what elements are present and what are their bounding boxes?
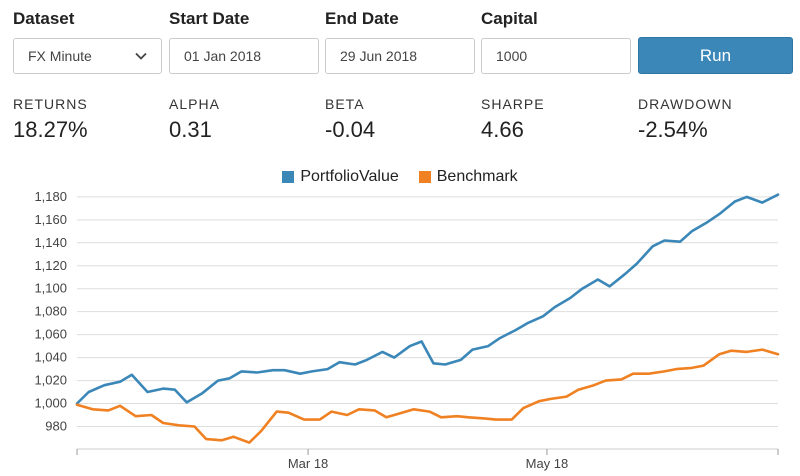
y-tick-label: 1,040: [34, 350, 67, 365]
beta-label: BETA: [325, 96, 365, 112]
y-tick-label: 1,120: [34, 258, 67, 273]
start-date-value: 01 Jan 2018: [184, 48, 262, 64]
y-tick-label: 980: [45, 418, 67, 433]
start-date-input[interactable]: 01 Jan 2018: [169, 38, 319, 74]
capital-label: Capital: [481, 9, 538, 28]
returns-label: RETURNS: [13, 96, 88, 112]
end-date-label: End Date: [325, 9, 399, 28]
returns-value: 18.27%: [13, 117, 88, 142]
y-tick-label: 1,160: [34, 212, 67, 227]
start-date-label: Start Date: [169, 9, 250, 28]
end-date-value: 29 Jun 2018: [340, 48, 418, 64]
end-date-input[interactable]: 29 Jun 2018: [325, 38, 475, 74]
sharpe-value: 4.66: [481, 117, 524, 142]
x-tick-label: May 18: [526, 456, 569, 471]
run-button[interactable]: Run: [638, 37, 793, 74]
capital-value: 1000: [496, 48, 528, 64]
portfolio-value-line: [75, 193, 780, 405]
legend-item-portfolio[interactable]: PortfolioValue: [282, 168, 399, 186]
legend-label-portfolio: PortfolioValue: [300, 168, 399, 185]
x-tick-label: Mar 18: [288, 456, 328, 471]
portfolio-swatch: [282, 171, 295, 183]
benchmark-swatch: [418, 171, 431, 183]
dataset-select-value: FX Minute: [28, 48, 92, 64]
y-tick-label: 1,060: [34, 327, 67, 342]
sharpe-label: SHARPE: [481, 96, 545, 112]
y-tick-label: 1,080: [34, 304, 67, 319]
alpha-label: ALPHA: [169, 96, 220, 112]
beta-value: -0.04: [325, 117, 376, 142]
performance-chart: 980 1,000 1,020 1,040 1,060 1,080 1,100 1,120 1,…: [34, 190, 780, 471]
dataset-label: Dataset: [13, 9, 75, 28]
capital-input[interactable]: 1000: [481, 38, 631, 74]
drawdown-label: DRAWDOWN: [638, 96, 733, 112]
y-tick-label: 1,180: [34, 190, 67, 204]
benchmark-line: [75, 348, 780, 444]
dataset-select[interactable]: FX Minute: [13, 38, 162, 74]
y-tick-label: 1,000: [34, 396, 67, 411]
alpha-value: 0.31: [169, 117, 212, 142]
y-tick-label: 1,100: [34, 281, 67, 296]
chart-legend: PortfolioValue Benchmark: [0, 168, 800, 186]
chevron-down-icon: [135, 52, 147, 60]
drawdown-value: -2.54%: [638, 117, 708, 142]
legend-item-benchmark[interactable]: Benchmark: [418, 168, 518, 186]
legend-label-benchmark: Benchmark: [436, 168, 518, 185]
y-tick-label: 1,020: [34, 373, 67, 388]
y-tick-label: 1,140: [34, 235, 67, 250]
